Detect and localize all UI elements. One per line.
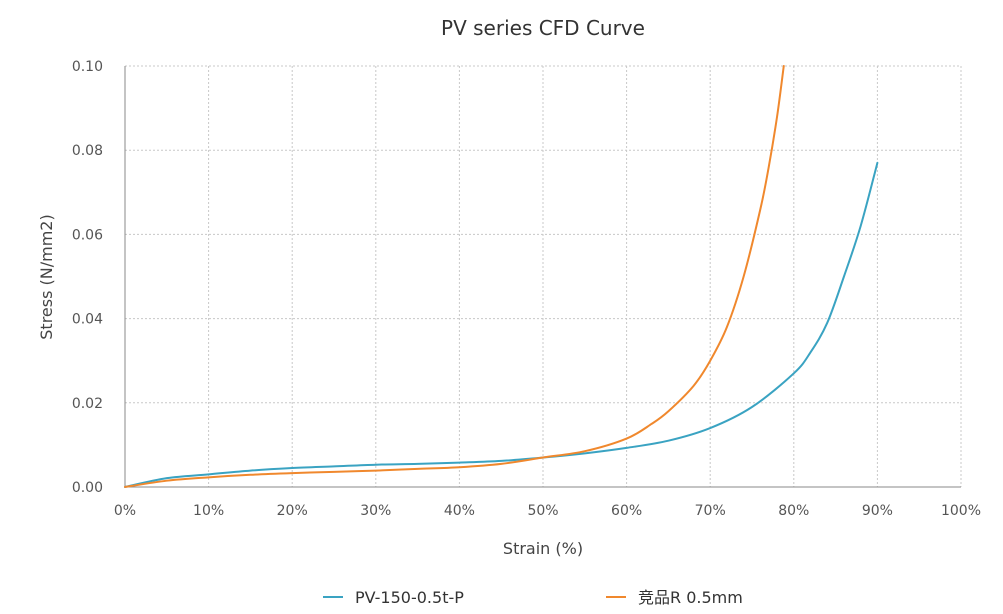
y-tick-label: 0.08 [72,143,103,159]
y-tick-label: 0.06 [72,227,103,243]
x-axis-label: Strain (%) [503,539,583,558]
y-tick-label: 0.04 [72,312,103,328]
y-axis-label: Stress (N/mm2) [37,214,56,339]
y-tick-label: 0.00 [72,480,103,496]
chart-title: PV series CFD Curve [441,16,645,40]
ticks-layer: 0% 10% 20% 30% 40% 50% 60% 70% 80% 90% 100% 0.00 0.0… [72,59,981,519]
legend: PV-150-0.5t-P 竞品R 0.5mm [323,588,743,607]
x-tick-label: 10% [193,503,224,519]
grid-layer [125,65,962,487]
x-tick-label: 90% [862,503,893,519]
legend-label: 竞品R 0.5mm [638,588,743,607]
y-tick-label: 0.02 [72,396,103,412]
series-layer [124,65,879,488]
x-tick-label: 70% [695,503,726,519]
x-tick-label: 20% [277,503,308,519]
x-tick-label: 0% [114,503,136,519]
axes-layer [124,66,961,488]
x-tick-label: 60% [611,503,642,519]
series-line-1 [124,65,785,488]
series-line-0 [124,161,879,488]
x-tick-label: 30% [360,503,391,519]
x-tick-label: 100% [941,503,981,519]
legend-label: PV-150-0.5t-P [355,588,464,607]
x-tick-label: 40% [444,503,475,519]
y-tick-label: 0.10 [72,59,103,75]
x-tick-label: 50% [527,503,558,519]
x-tick-label: 80% [778,503,809,519]
